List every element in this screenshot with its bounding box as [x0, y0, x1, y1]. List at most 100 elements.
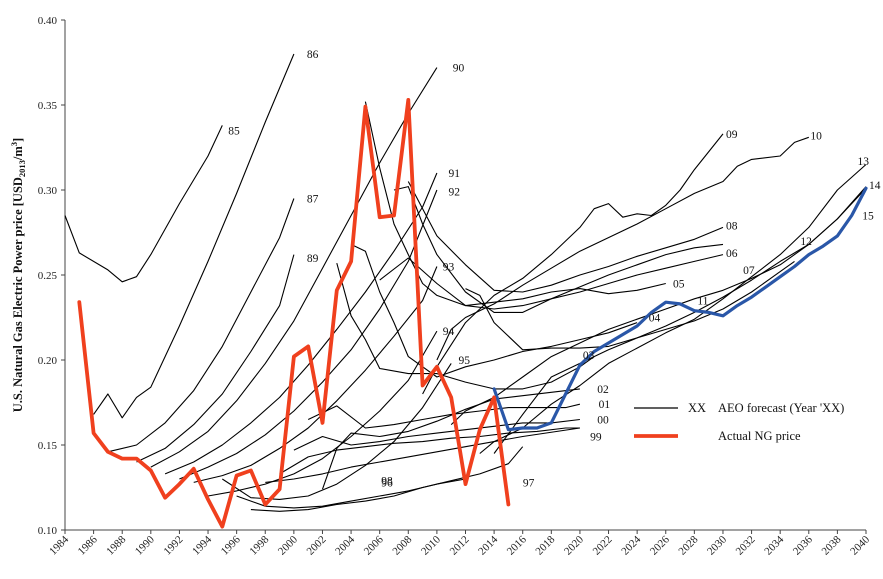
forecast-label-07: 07 — [743, 265, 755, 277]
forecast-label-09: 09 — [726, 129, 738, 141]
legend-forecast-key: XX — [688, 401, 706, 415]
x-tick-label: 1994 — [190, 533, 214, 557]
forecast-label-87: 87 — [307, 194, 319, 206]
forecast-line-10 — [436, 136, 809, 361]
forecast-label-11: 11 — [697, 296, 708, 308]
forecast-line-99 — [279, 427, 580, 475]
forecast-label-93: 93 — [443, 262, 455, 274]
forecast-line-97 — [250, 446, 524, 512]
forecast-label-13: 13 — [858, 156, 870, 168]
forecast-line-87 — [107, 198, 295, 453]
x-tick-label: 2012 — [448, 534, 472, 558]
forecast-label-99: 99 — [590, 432, 602, 444]
forecast-label-97: 97 — [523, 477, 535, 489]
forecast-line-04 — [350, 243, 638, 378]
forecast-label-00: 00 — [597, 415, 609, 427]
x-tick-label: 1998 — [247, 533, 271, 557]
legend-actual-label: Actual NG price — [718, 429, 801, 443]
series-layer — [77, 98, 868, 529]
legend-forecast-label: AEO forecast (Year 'XX) — [718, 401, 844, 415]
x-tick-label: 1992 — [162, 534, 186, 558]
labels-layer: 85 86 87 89 90 91 92 93 94 95 96 97 98 99 00 01 02 03 04 05… — [228, 49, 881, 489]
forecast-label-14: 14 — [869, 180, 881, 192]
x-tick-label: 2022 — [591, 534, 615, 558]
x-tick-label: 2014 — [476, 533, 500, 557]
x-tick-label: 2034 — [762, 533, 786, 557]
x-tick-label: 2016 — [505, 533, 529, 557]
x-tick-label: 2024 — [619, 533, 643, 557]
forecast-line-00 — [293, 418, 580, 451]
y-tick-label: 0.25 — [38, 270, 58, 282]
x-tick-label: 2004 — [333, 533, 357, 557]
x-tick-label: 2030 — [705, 533, 729, 557]
x-tick-label: 2006 — [362, 533, 386, 557]
forecast-line-98 — [265, 427, 580, 483]
x-tick-label: 1988 — [104, 533, 128, 557]
forecast-label-90: 90 — [453, 63, 465, 75]
forecast-label-98: 98 — [381, 476, 393, 488]
forecast-line-89 — [136, 254, 295, 463]
forecast-line-92 — [179, 189, 438, 480]
x-tick-label: 2018 — [533, 533, 557, 557]
forecast-label-02: 02 — [597, 384, 609, 396]
forecast-label-08: 08 — [726, 221, 738, 233]
forecast-line-85 — [64, 125, 223, 283]
forecast-line-86 — [93, 53, 295, 419]
forecast-line-05 — [364, 101, 666, 307]
y-tick-label: 0.15 — [38, 440, 58, 452]
forecast-line-13 — [479, 164, 867, 454]
forecast-line-09 — [422, 133, 724, 395]
forecast-label-12: 12 — [800, 236, 812, 248]
x-tick-label: 1986 — [76, 533, 100, 557]
forecast-line-07 — [393, 186, 724, 313]
y-tick-label: 0.35 — [38, 100, 58, 112]
x-tick-label: 1996 — [219, 533, 243, 557]
forecast-line-94 — [207, 330, 438, 497]
forecast-label-91: 91 — [448, 168, 460, 180]
forecast-label-01: 01 — [599, 399, 611, 411]
forecast-label-89: 89 — [307, 253, 319, 265]
x-tick-label: 2026 — [648, 533, 672, 557]
forecast-line-03 — [336, 262, 595, 390]
forecast-line-02 — [321, 388, 580, 490]
forecast-line-91 — [164, 172, 438, 475]
x-tick-label: 2032 — [734, 534, 758, 558]
x-tick-label: 2010 — [419, 533, 443, 557]
forecast-line-95 — [221, 363, 452, 500]
forecast-label-03: 03 — [583, 350, 595, 362]
forecast-line-14 — [493, 187, 867, 454]
forecast-label-92: 92 — [448, 187, 460, 199]
forecast-label-94: 94 — [443, 326, 455, 338]
y-axis-label: U.S. Natural Gas Electric Power price [U… — [9, 138, 27, 412]
x-tick-label: 2038 — [819, 533, 843, 557]
x-tick-label: 2036 — [791, 533, 815, 557]
x-tick-label: 2020 — [562, 533, 586, 557]
forecast-label-06: 06 — [726, 248, 738, 260]
forecast-line-90 — [150, 67, 438, 468]
y-tick-label: 0.10 — [38, 525, 58, 537]
forecast-label-15: 15 — [862, 211, 874, 223]
x-tick-label: 2040 — [848, 533, 872, 557]
forecast-line-01 — [307, 403, 581, 429]
latest-forecast-line — [492, 186, 868, 432]
actual-price-line — [77, 98, 511, 529]
forecast-label-04: 04 — [649, 313, 661, 325]
forecast-label-85: 85 — [228, 126, 240, 138]
forecast-line-06 — [379, 254, 724, 310]
y-tick-label: 0.20 — [38, 355, 58, 367]
forecast-label-86: 86 — [307, 49, 319, 61]
y-tick-label: 0.40 — [38, 15, 58, 27]
y-tick-label: 0.30 — [38, 185, 58, 197]
x-tick-label: 2000 — [276, 533, 300, 557]
forecast-label-05: 05 — [673, 279, 685, 291]
forecast-lines — [64, 53, 867, 512]
forecast-label-10: 10 — [810, 131, 822, 143]
forecast-line-08 — [407, 181, 724, 293]
x-tick-label: 2008 — [390, 533, 414, 557]
x-tick-label: 2028 — [676, 533, 700, 557]
forecast-label-95: 95 — [458, 355, 470, 367]
forecast-label-96: 96 — [381, 477, 393, 489]
legend: XX AEO forecast (Year 'XX) Actual NG price — [634, 401, 844, 443]
